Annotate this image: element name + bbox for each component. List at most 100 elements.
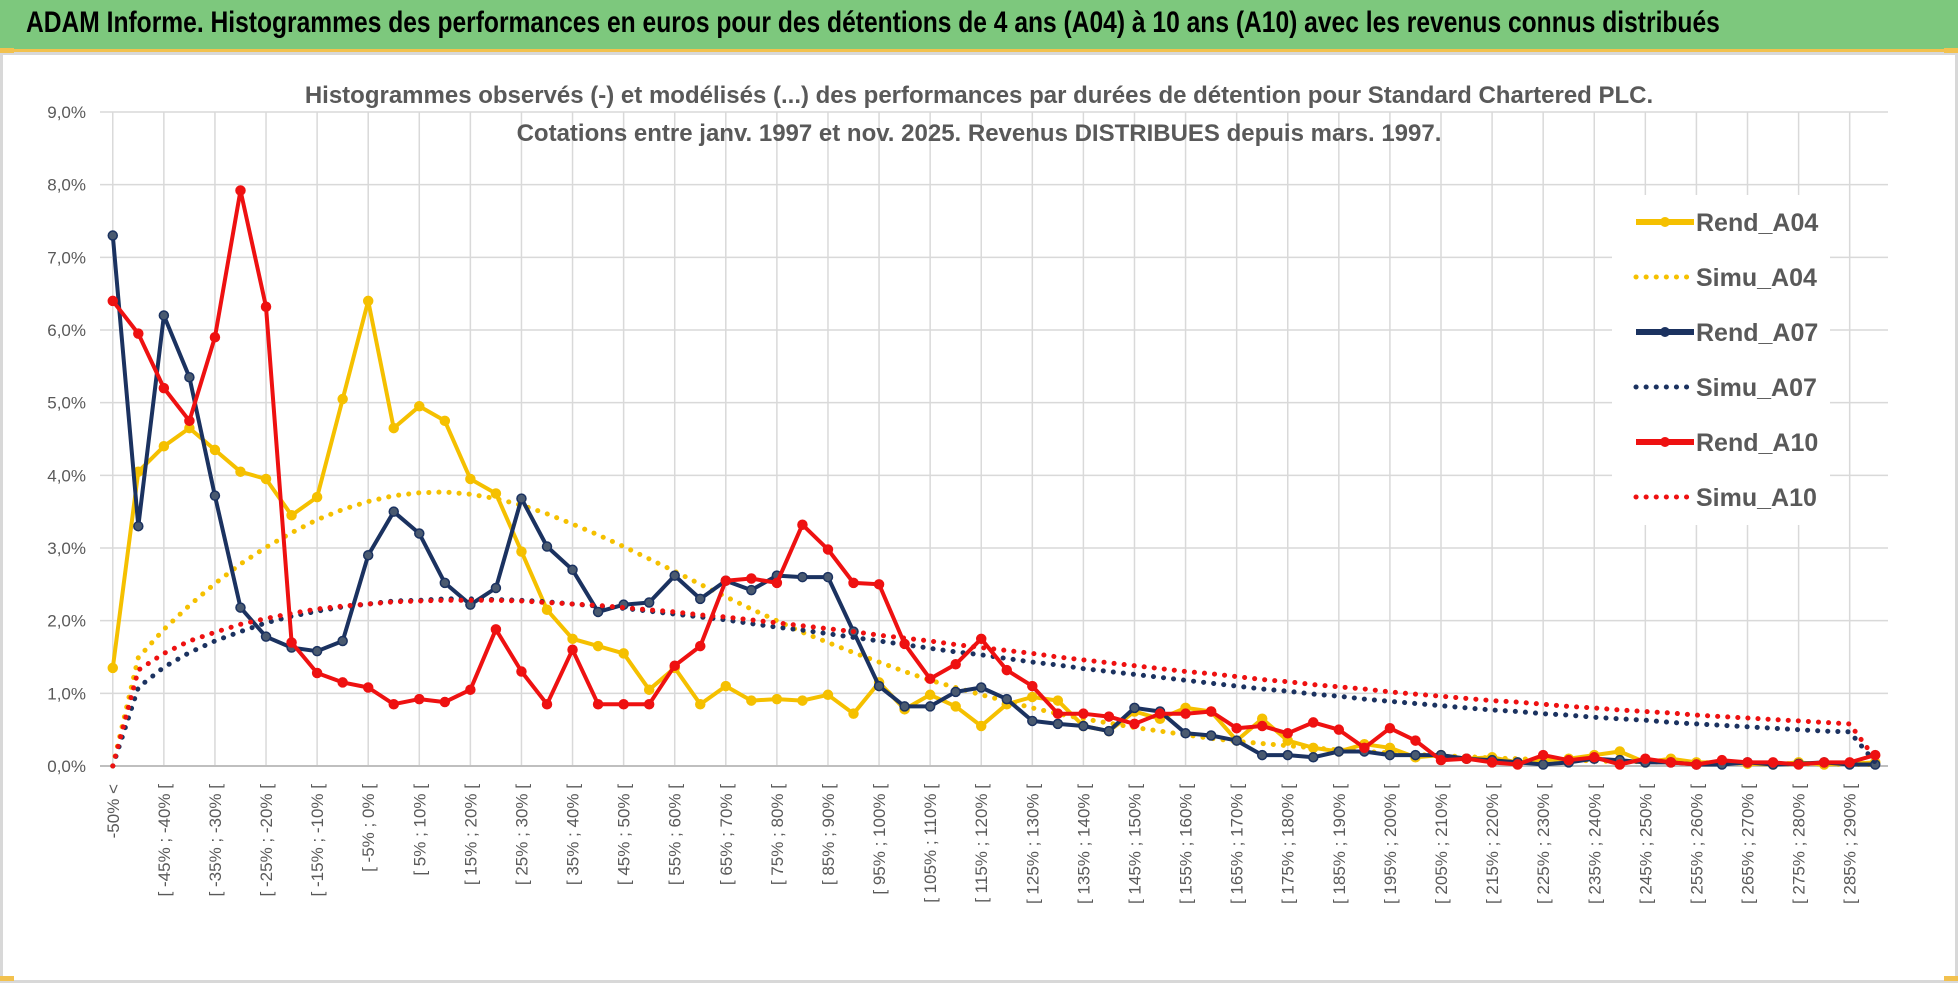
point-Rend_A04 xyxy=(746,695,757,706)
x-tick-label: [ 25% ; 30% [ xyxy=(512,784,531,885)
point-Rend_A10 xyxy=(1205,706,1217,717)
point-Rend_A10 xyxy=(1716,754,1728,766)
point-Rend_A07 xyxy=(1103,725,1115,737)
legend-marker xyxy=(1660,437,1670,447)
x-tick-label: [ 165% ; 170% [ xyxy=(1228,784,1247,904)
x-tick-label: [ 185% ; 190% [ xyxy=(1330,784,1349,904)
point-Rend_A10 xyxy=(286,637,297,648)
point-Rend_A10 xyxy=(1180,708,1191,719)
point-Rend_A07 xyxy=(490,582,502,594)
x-tick-label: [ 75% ; 80% [ xyxy=(768,784,787,885)
point-Rend_A04 xyxy=(209,444,221,456)
x-tick-label: [ 205% ; 210% [ xyxy=(1432,784,1451,904)
point-Rend_A10 xyxy=(1231,722,1242,734)
point-Rend_A10 xyxy=(209,332,221,343)
point-Rend_A07 xyxy=(1052,718,1064,730)
point-Rend_A10 xyxy=(1052,708,1064,719)
y-tick-label: 4,0% xyxy=(47,466,86,485)
legend-item-Simu_A10: Simu_A10 xyxy=(1633,484,1817,512)
point-Rend_A04 xyxy=(362,295,374,307)
point-Rend_A10 xyxy=(1563,754,1574,766)
chart-title-line2: Cotations entre janv. 1997 et nov. 2025.… xyxy=(517,120,1442,147)
point-Rend_A07 xyxy=(1205,730,1217,741)
y-tick-label: 3,0% xyxy=(47,539,86,558)
x-tick-label: [ 155% ; 160% [ xyxy=(1177,784,1196,904)
point-Rend_A07 xyxy=(924,701,936,712)
axis-layer: 0,0% 1,0% 2,0% 3,0% 4,0% 5,0% 6,0% 7,0% 8,0% 9,0%… xyxy=(47,103,1888,904)
point-Rend_A10 xyxy=(873,579,885,590)
point-Rend_A07 xyxy=(1384,749,1396,761)
x-tick-label: [ 225% ; 230% [ xyxy=(1534,784,1553,904)
point-Rend_A07 xyxy=(107,230,119,241)
point-Rend_A07 xyxy=(235,602,246,613)
point-Rend_A10 xyxy=(1767,757,1779,768)
x-tick-label: [ 235% ; 240% [ xyxy=(1585,784,1604,904)
point-Rend_A10 xyxy=(107,295,119,307)
point-Rend_A10 xyxy=(797,519,808,530)
point-Rend_A10 xyxy=(771,577,783,589)
point-Rend_A10 xyxy=(1665,757,1677,768)
point-Rend_A10 xyxy=(1129,718,1140,730)
x-tick-label: [ 215% ; 220% [ xyxy=(1483,784,1502,904)
legend-marker xyxy=(1660,327,1670,337)
point-Rend_A10 xyxy=(618,698,629,710)
point-Rend_A10 xyxy=(1359,742,1370,754)
point-Rend_A07 xyxy=(209,490,221,501)
point-Rend_A10 xyxy=(516,666,527,677)
point-Rend_A07 xyxy=(158,310,170,321)
y-tick-label: 5,0% xyxy=(47,394,86,413)
x-tick-label: [ 285% ; 290% [ xyxy=(1841,784,1860,904)
x-tick-label: [ 105% ; 110% [ xyxy=(921,784,940,903)
point-Rend_A04 xyxy=(388,422,399,434)
x-tick-label: [ 265% ; 270% [ xyxy=(1739,784,1758,904)
point-Rend_A10 xyxy=(1384,722,1396,734)
point-Rend_A07 xyxy=(669,570,680,581)
point-Rend_A04 xyxy=(695,698,706,710)
point-Rend_A07 xyxy=(1282,749,1293,761)
legend-label: Rend_A04 xyxy=(1696,209,1818,237)
point-Rend_A04 xyxy=(541,604,553,616)
point-Rend_A07 xyxy=(1129,702,1140,714)
point-Rend_A07 xyxy=(133,520,144,532)
point-Rend_A10 xyxy=(158,382,170,394)
x-tick-label: [ 5% ; 10% [ xyxy=(410,784,429,876)
point-Rend_A04 xyxy=(618,648,629,659)
point-Rend_A10 xyxy=(643,698,655,710)
point-Rend_A10 xyxy=(1333,724,1345,735)
point-Rend_A04 xyxy=(414,401,425,412)
x-tick-label: [ 85% ; 90% [ xyxy=(819,784,838,885)
x-tick-label: [ 115% ; 120% [ xyxy=(972,784,991,903)
point-Rend_A04 xyxy=(1052,695,1064,706)
point-Rend_A10 xyxy=(567,644,578,655)
chart-title-line1: Histogrammes observés (-) et modélisés (… xyxy=(305,82,1653,109)
legend-label: Rend_A07 xyxy=(1696,319,1818,347)
title-banner: ADAM Informe. Histogrammes des performan… xyxy=(0,0,1958,52)
point-Rend_A10 xyxy=(924,673,936,685)
point-Rend_A04 xyxy=(107,662,119,674)
point-Rend_A10 xyxy=(1486,757,1498,768)
point-Rend_A10 xyxy=(1537,749,1549,761)
point-Rend_A10 xyxy=(1103,711,1115,722)
point-Rend_A10 xyxy=(337,677,348,688)
series-line-Rend_A10 xyxy=(111,188,1876,767)
point-Rend_A07 xyxy=(311,645,323,657)
point-Rend_A04 xyxy=(490,488,502,499)
point-Rend_A10 xyxy=(975,633,987,645)
point-Rend_A04 xyxy=(592,640,604,652)
point-Rend_A07 xyxy=(1537,759,1549,770)
x-tick-label: [ 175% ; 180% [ xyxy=(1279,784,1298,904)
point-Rend_A07 xyxy=(1410,749,1421,761)
point-Rend_A04 xyxy=(465,473,476,485)
point-Rend_A10 xyxy=(695,640,706,652)
legend: Rend_A04 Simu_A04 Rend_A07 Simu_A07 Rend_A10… xyxy=(1633,209,1818,512)
x-tick-label: [ -5% ; 0% [ xyxy=(359,784,378,872)
point-Rend_A07 xyxy=(822,571,834,583)
point-Rend_A04 xyxy=(311,491,323,503)
point-Rend_A07 xyxy=(899,701,910,712)
point-Rend_A07 xyxy=(1078,720,1089,732)
point-Rend_A04 xyxy=(950,701,961,712)
x-tick-label: [ 195% ; 200% [ xyxy=(1381,784,1400,904)
series-layer xyxy=(107,185,1881,770)
legend-label: Simu_A07 xyxy=(1696,374,1817,402)
point-Rend_A07 xyxy=(1231,735,1242,746)
